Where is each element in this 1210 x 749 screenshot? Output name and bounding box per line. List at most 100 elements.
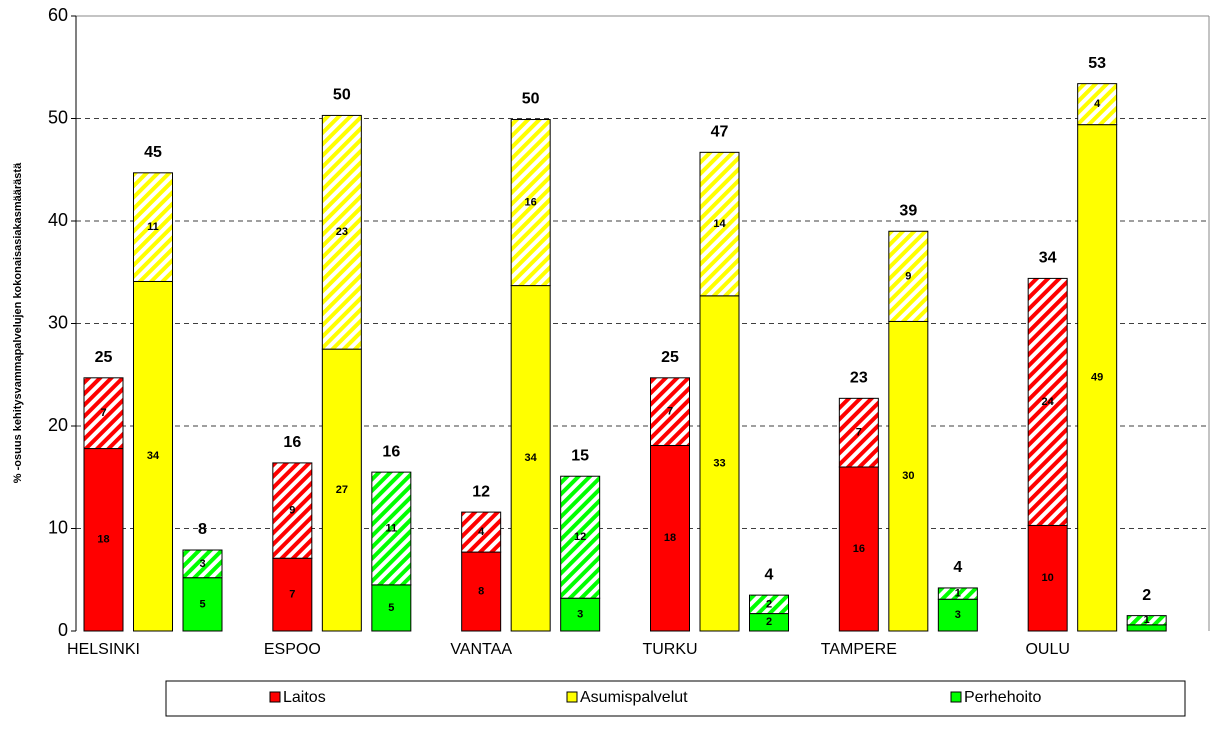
bar-segment bbox=[321, 348, 362, 632]
data-label: 3 bbox=[577, 609, 583, 621]
bar-segment-hatched bbox=[182, 549, 223, 579]
bar-segment-hatched bbox=[133, 172, 173, 282]
x-tick-label: VANTAA bbox=[450, 641, 512, 658]
total-label: 16 bbox=[283, 434, 301, 451]
data-label: 5 bbox=[199, 598, 205, 610]
data-label: 11 bbox=[147, 221, 159, 233]
legend-label: Perhehoito bbox=[964, 689, 1041, 706]
bar-segment-hatched bbox=[838, 397, 879, 468]
y-axis-label: % -osuus kehitysvammapalvelujen kokonais… bbox=[12, 162, 24, 483]
data-label: 27 bbox=[336, 484, 348, 496]
data-label: 7 bbox=[100, 407, 106, 419]
total-label: 8 bbox=[198, 521, 207, 538]
data-label: 5 bbox=[388, 602, 394, 614]
data-label: 49 bbox=[1091, 372, 1103, 384]
bar-segment bbox=[699, 295, 740, 632]
y-tick-label: 60 bbox=[48, 5, 68, 25]
data-label: 16 bbox=[853, 543, 865, 555]
y-tick-label: 10 bbox=[48, 517, 68, 537]
bar-segment bbox=[182, 577, 223, 632]
bar-segment-hatched bbox=[888, 230, 929, 322]
data-label: 33 bbox=[713, 457, 725, 469]
legend-swatch bbox=[566, 691, 578, 703]
bar-segment-hatched bbox=[461, 511, 502, 553]
total-label: 25 bbox=[661, 349, 679, 366]
data-label: 12 bbox=[574, 531, 586, 543]
y-tick-label: 20 bbox=[48, 415, 68, 435]
data-label: 34 bbox=[147, 450, 160, 462]
data-label: 2 bbox=[766, 616, 772, 628]
total-label: 50 bbox=[333, 87, 351, 104]
data-label: 18 bbox=[664, 532, 676, 544]
bar-segment-hatched bbox=[699, 151, 740, 297]
bar-segment-hatched bbox=[749, 594, 789, 615]
data-label: 11 bbox=[386, 522, 398, 534]
total-label: 4 bbox=[765, 566, 774, 583]
bar-segment-hatched bbox=[1077, 83, 1118, 126]
bar-segment-hatched bbox=[560, 475, 601, 599]
total-label: 53 bbox=[1088, 55, 1106, 72]
data-label: 8 bbox=[478, 585, 484, 597]
total-label: 45 bbox=[144, 144, 162, 161]
bar-segment-hatched bbox=[321, 114, 362, 350]
data-label: 14 bbox=[713, 218, 726, 230]
bar-segment bbox=[650, 444, 690, 632]
legend-label: Asumispalvelut bbox=[580, 689, 688, 706]
legend bbox=[165, 680, 1186, 717]
bar-segment-hatched bbox=[1126, 615, 1167, 626]
data-label: 9 bbox=[905, 270, 911, 282]
data-label: 18 bbox=[97, 534, 109, 546]
x-tick-label: OULU bbox=[1025, 641, 1069, 658]
legend-swatch bbox=[950, 691, 962, 703]
legend-swatch bbox=[269, 691, 281, 703]
bar-segment bbox=[888, 320, 929, 632]
data-label: 23 bbox=[336, 226, 348, 238]
bar-segment-hatched bbox=[83, 377, 124, 450]
bar-segment-hatched bbox=[510, 119, 551, 287]
bar-segment bbox=[272, 557, 313, 632]
data-label: 3 bbox=[199, 558, 205, 570]
bar-segment-hatched bbox=[937, 587, 978, 600]
total-label: 23 bbox=[850, 370, 868, 387]
x-tick-label: TAMPERE bbox=[821, 641, 897, 658]
total-label: 4 bbox=[953, 559, 962, 576]
data-label: 7 bbox=[667, 406, 673, 418]
data-label: 9 bbox=[289, 504, 295, 516]
total-label: 39 bbox=[899, 202, 917, 219]
bar-segment bbox=[510, 285, 551, 632]
total-label: 47 bbox=[711, 124, 729, 141]
bar-segment-hatched bbox=[272, 462, 313, 559]
data-label: 1 bbox=[1144, 614, 1150, 626]
bar-segment bbox=[83, 448, 124, 632]
data-label: 1 bbox=[955, 587, 961, 599]
data-label: 2 bbox=[766, 598, 772, 610]
legend-label: Laitos bbox=[283, 689, 326, 706]
total-label: 25 bbox=[95, 349, 113, 366]
total-label: 34 bbox=[1039, 250, 1057, 267]
data-label: 7 bbox=[856, 427, 862, 439]
x-tick-label: HELSINKI bbox=[67, 641, 140, 658]
x-tick-label: TURKU bbox=[642, 641, 697, 658]
bar-segment bbox=[937, 598, 978, 632]
bar-segment-hatched bbox=[371, 471, 412, 586]
data-label: 4 bbox=[1094, 98, 1101, 110]
bar-segment bbox=[1077, 124, 1118, 632]
data-label: 7 bbox=[289, 589, 295, 601]
bar-segment-hatched bbox=[1027, 277, 1068, 526]
data-label: 16 bbox=[525, 196, 537, 208]
total-label: 15 bbox=[571, 447, 589, 464]
y-tick-label: 30 bbox=[48, 312, 68, 332]
bar-segment bbox=[371, 584, 412, 632]
total-label: 12 bbox=[472, 483, 490, 500]
total-label: 2 bbox=[1142, 587, 1151, 604]
y-tick-label: 50 bbox=[48, 107, 68, 127]
x-tick-label: ESPOO bbox=[264, 641, 321, 658]
data-label: 3 bbox=[955, 609, 961, 621]
bar-segment bbox=[133, 280, 173, 632]
data-label: 34 bbox=[525, 452, 538, 464]
data-label: 10 bbox=[1042, 572, 1054, 584]
data-label: 30 bbox=[902, 470, 914, 482]
y-tick-label: 0 bbox=[58, 620, 68, 640]
total-label: 16 bbox=[382, 443, 400, 460]
